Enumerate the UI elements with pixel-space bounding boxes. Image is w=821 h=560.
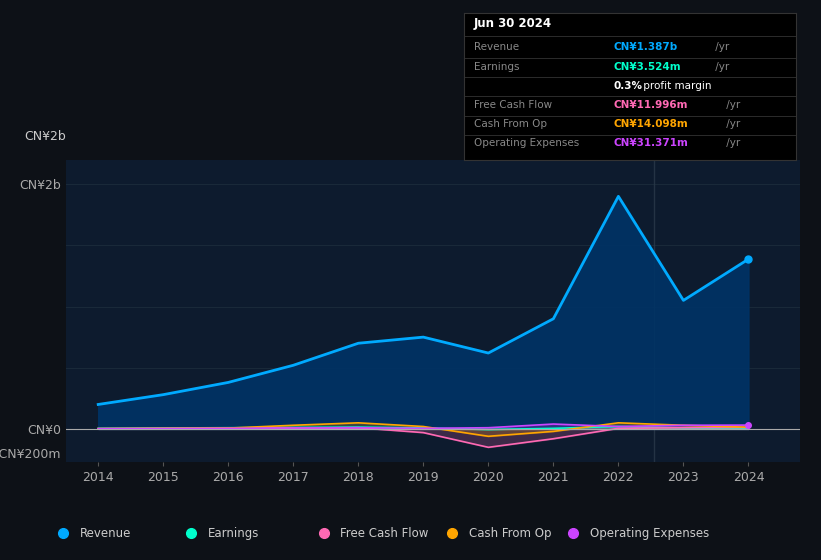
Text: Cash From Op: Cash From Op xyxy=(474,119,547,129)
Text: Earnings: Earnings xyxy=(474,62,520,72)
Text: Free Cash Flow: Free Cash Flow xyxy=(474,100,552,110)
Text: profit margin: profit margin xyxy=(640,81,712,91)
Text: /yr: /yr xyxy=(723,100,741,110)
Text: /yr: /yr xyxy=(713,62,730,72)
Text: /yr: /yr xyxy=(723,138,741,148)
Text: CN¥31.371m: CN¥31.371m xyxy=(613,138,688,148)
Text: Earnings: Earnings xyxy=(208,527,259,540)
Text: CN¥2b: CN¥2b xyxy=(25,130,67,143)
Text: Free Cash Flow: Free Cash Flow xyxy=(340,527,429,540)
Text: Revenue: Revenue xyxy=(80,527,131,540)
Text: Operating Expenses: Operating Expenses xyxy=(589,527,709,540)
Text: CN¥1.387b: CN¥1.387b xyxy=(613,41,678,52)
Text: Jun 30 2024: Jun 30 2024 xyxy=(474,17,552,30)
Text: 0.3%: 0.3% xyxy=(613,81,643,91)
Text: /yr: /yr xyxy=(713,41,730,52)
Text: CN¥3.524m: CN¥3.524m xyxy=(613,62,681,72)
Text: /yr: /yr xyxy=(723,119,741,129)
Text: CN¥11.996m: CN¥11.996m xyxy=(613,100,688,110)
Text: Cash From Op: Cash From Op xyxy=(469,527,551,540)
Text: Operating Expenses: Operating Expenses xyxy=(474,138,579,148)
Text: Revenue: Revenue xyxy=(474,41,519,52)
Text: CN¥14.098m: CN¥14.098m xyxy=(613,119,688,129)
